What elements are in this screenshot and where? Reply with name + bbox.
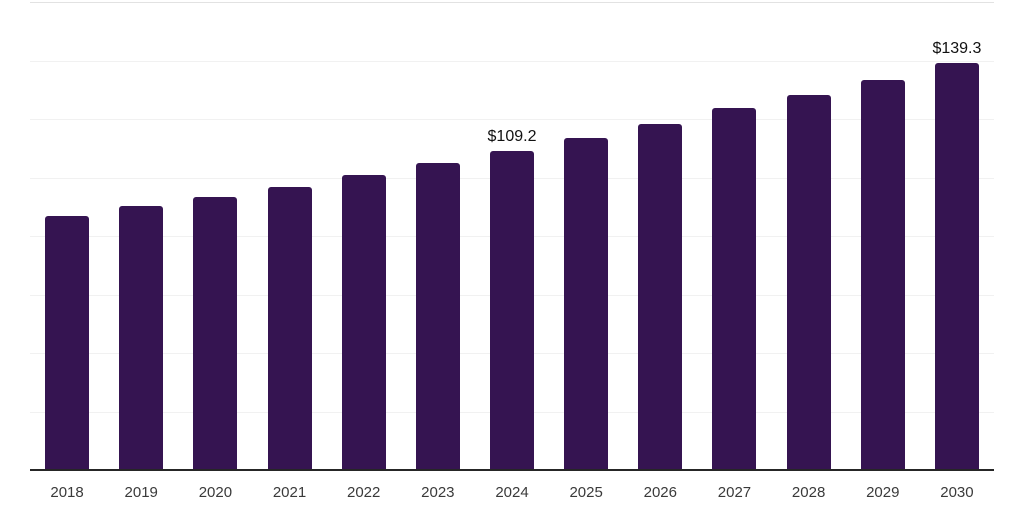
bar	[415, 163, 460, 470]
bar	[119, 206, 164, 470]
bar	[712, 108, 757, 470]
bar	[934, 62, 979, 470]
x-tick-label: 2023	[421, 484, 455, 501]
bar	[564, 138, 609, 470]
x-tick-label: 2019	[124, 484, 158, 501]
x-tick-label: 2027	[717, 484, 752, 501]
gridline	[30, 2, 994, 3]
bar-value-label: $139.3	[932, 39, 982, 57]
x-axis-line	[30, 469, 994, 471]
bar	[341, 175, 386, 470]
bar	[860, 79, 905, 470]
x-tick-label: 2026	[643, 484, 677, 501]
x-tick-label: 2024	[495, 484, 529, 501]
bar	[45, 215, 90, 470]
bar	[490, 150, 534, 470]
gridline	[30, 60, 994, 62]
x-tick-label: 2020	[198, 484, 233, 501]
bar	[786, 94, 831, 470]
x-tick-label: 2025	[569, 484, 603, 501]
bar	[638, 124, 683, 470]
x-tick-label: 2030	[940, 484, 974, 501]
bar	[267, 186, 312, 470]
bar-value-label: $109.2	[487, 127, 537, 145]
x-tick-label: 2022	[347, 484, 381, 501]
x-tick-label: 2021	[272, 484, 307, 501]
x-tick-label: 2028	[791, 484, 826, 501]
x-tick-label: 2029	[866, 484, 900, 501]
x-tick-label: 2018	[50, 484, 84, 501]
bar	[193, 197, 238, 470]
gridline	[30, 119, 994, 120]
